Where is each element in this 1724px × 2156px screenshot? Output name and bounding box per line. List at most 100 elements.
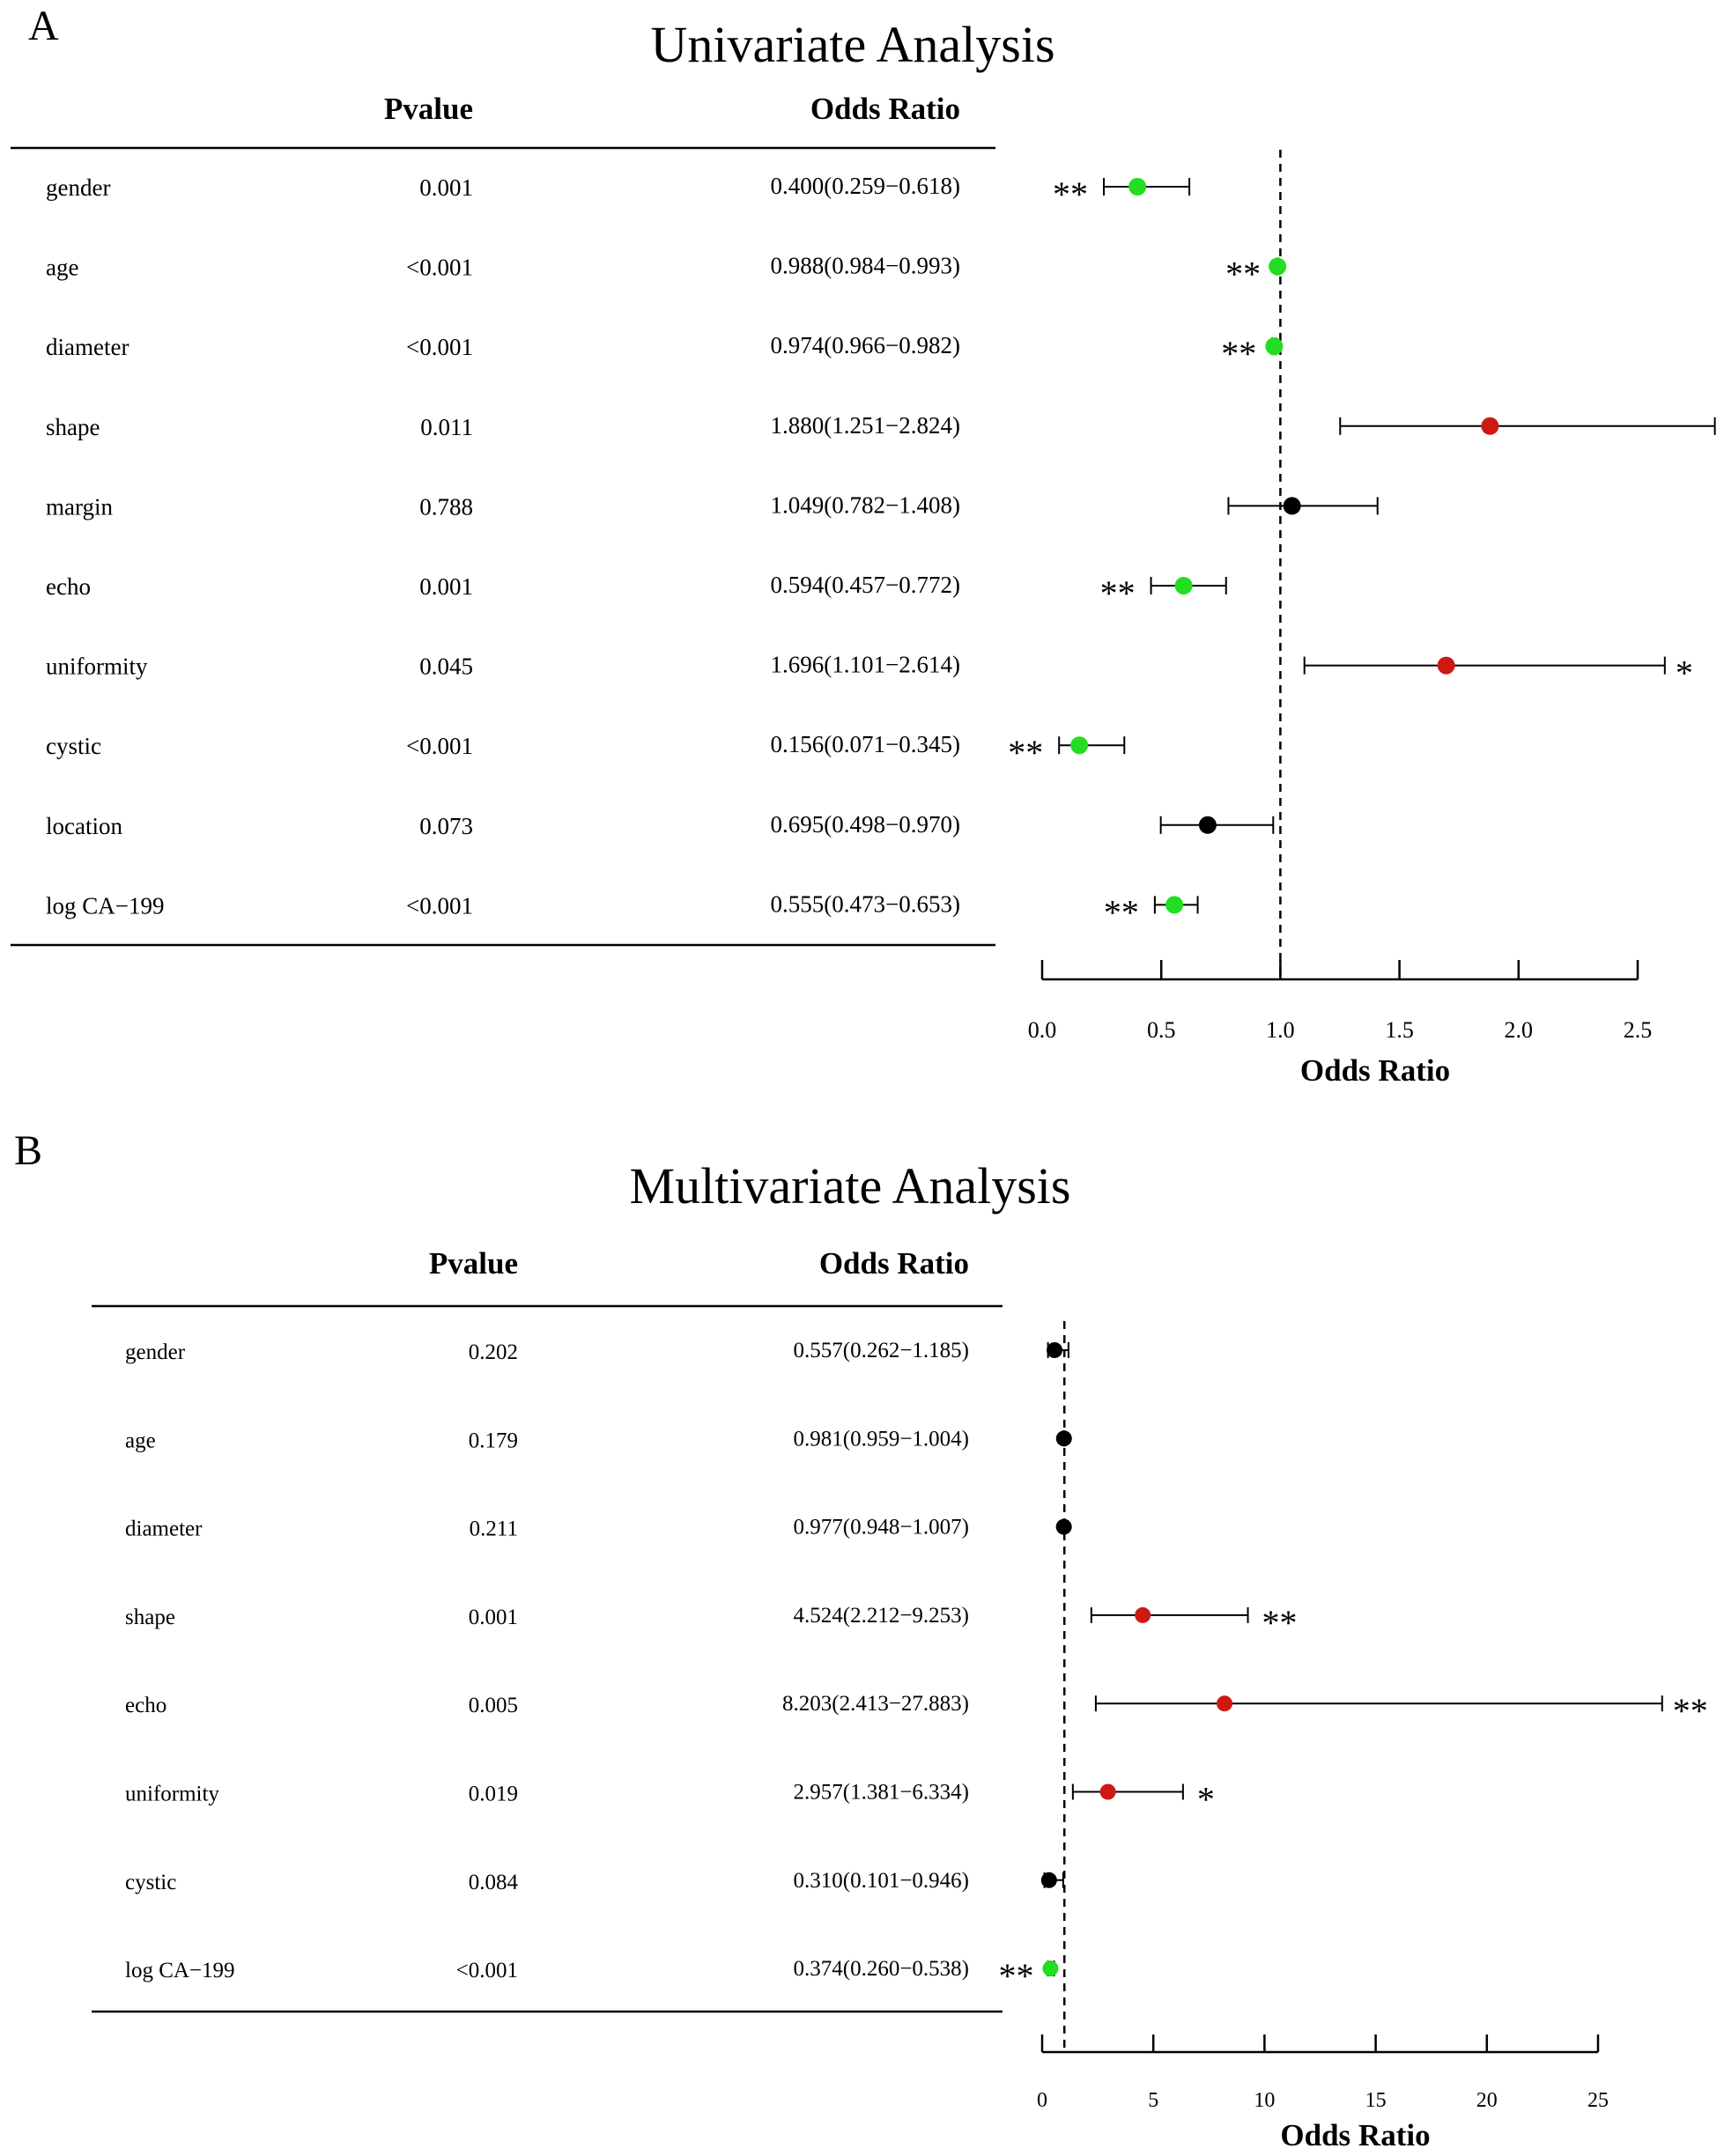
x-axis-title: Odds Ratio	[1280, 2118, 1430, 2152]
row-odds-ratio-text: 0.400(0.259−0.618)	[771, 173, 960, 199]
table-row: echo 0.005 8.203(2.413−27.883) **	[125, 1691, 1708, 1731]
row-label: shape	[125, 1606, 175, 1629]
panel-label: A	[28, 3, 59, 49]
chart-title: Multivariate Analysis	[630, 1157, 1071, 1215]
row-odds-ratio-text: 0.557(0.262−1.185)	[794, 1339, 970, 1362]
row-pvalue: <0.001	[406, 255, 473, 281]
column-header-odds-ratio: Odds Ratio	[810, 92, 960, 126]
row-pvalue: 0.045	[419, 653, 473, 680]
table-row: log CA−199 <0.001 0.555(0.473−0.653) **	[46, 890, 1199, 932]
x-axis-tick-label: 0.0	[1028, 1017, 1057, 1043]
table-row: location 0.073 0.695(0.498−0.970)	[46, 811, 1275, 839]
significance-stars: **	[1221, 334, 1256, 373]
row-pvalue: 0.001	[419, 174, 473, 201]
column-header-odds-ratio: Odds Ratio	[819, 1246, 969, 1281]
row-pvalue: 0.788	[419, 493, 473, 520]
significance-stars: **	[1104, 892, 1139, 932]
row-pvalue: 0.001	[469, 1606, 518, 1629]
point-estimate-dot	[1040, 1872, 1057, 1888]
column-header-pvalue: Pvalue	[429, 1246, 518, 1281]
point-estimate-dot	[1128, 178, 1147, 196]
significance-stars: *	[1676, 653, 1693, 693]
row-odds-ratio-text: 1.880(1.251−2.824)	[771, 412, 960, 439]
row-label: shape	[46, 414, 100, 440]
row-odds-ratio-text: 8.203(2.413−27.883)	[782, 1692, 969, 1716]
row-odds-ratio-text: 0.374(0.260−0.538)	[794, 1957, 970, 1981]
significance-stars: **	[1673, 1691, 1708, 1731]
row-pvalue: <0.001	[406, 892, 473, 919]
row-odds-ratio-text: 4.524(2.212−9.253)	[794, 1604, 970, 1628]
point-estimate-dot	[1481, 417, 1499, 435]
table-row: gender 0.202 0.557(0.262−1.185)	[125, 1339, 1069, 1364]
row-label: echo	[125, 1694, 166, 1717]
row-label: uniformity	[125, 1783, 219, 1806]
x-axis-tick-label: 0	[1037, 2089, 1047, 2112]
point-estimate-dot	[1135, 1606, 1151, 1623]
row-label: echo	[46, 573, 91, 600]
point-estimate-dot	[1437, 656, 1455, 675]
x-axis-tick-label: 5	[1148, 2089, 1158, 2112]
row-label: age	[125, 1429, 156, 1452]
row-odds-ratio-text: 0.695(0.498−0.970)	[771, 811, 960, 838]
x-axis-tick-label: 0.5	[1147, 1017, 1176, 1043]
significance-stars: **	[999, 1956, 1034, 1996]
row-odds-ratio-text: 2.957(1.381−6.334)	[794, 1781, 970, 1805]
row-pvalue: 0.202	[469, 1340, 518, 1364]
column-header-pvalue: Pvalue	[384, 92, 473, 126]
row-pvalue: 0.011	[420, 414, 473, 440]
table-row: margin 0.788 1.049(0.782−1.408)	[46, 491, 1379, 520]
row-label: age	[46, 255, 78, 281]
panel-label: B	[14, 1127, 42, 1174]
row-label: margin	[46, 493, 113, 520]
significance-stars: **	[1053, 174, 1088, 214]
row-pvalue: 0.019	[469, 1783, 518, 1806]
row-label: cystic	[125, 1871, 176, 1894]
point-estimate-dot	[1217, 1695, 1233, 1712]
row-label: log CA−199	[46, 892, 165, 919]
row-odds-ratio-text: 0.555(0.473−0.653)	[771, 890, 960, 917]
table-row: cystic <0.001 0.156(0.071−0.345) **	[46, 731, 1126, 772]
significance-stars: **	[1008, 733, 1043, 772]
x-axis-tick-label: 20	[1476, 2089, 1498, 2112]
point-estimate-dot	[1269, 257, 1287, 276]
significance-stars: *	[1197, 1780, 1215, 1820]
x-axis-tick-label: 1.0	[1266, 1017, 1295, 1043]
panel-b: B Multivariate Analysis Pvalue Odds Ratio ge…	[14, 1127, 1708, 2152]
row-label: gender	[46, 174, 110, 201]
row-pvalue: <0.001	[406, 733, 473, 759]
row-label: diameter	[46, 334, 129, 360]
table-row: uniformity 0.045 1.696(1.101−2.614) *	[46, 652, 1693, 693]
row-pvalue: 0.179	[469, 1429, 518, 1452]
x-axis-tick-label: 2.5	[1624, 1017, 1653, 1043]
point-estimate-dot	[1042, 1960, 1059, 1977]
point-estimate-dot	[1099, 1783, 1116, 1800]
row-odds-ratio-text: 0.310(0.101−0.946)	[794, 1869, 970, 1893]
row-label: gender	[125, 1340, 186, 1364]
table-row: log CA−199 <0.001 0.374(0.260−0.538) **	[125, 1956, 1059, 1996]
x-axis-title: Odds Ratio	[1300, 1053, 1450, 1088]
significance-stars: **	[1100, 573, 1136, 613]
row-odds-ratio-text: 0.594(0.457−0.772)	[771, 572, 960, 598]
point-estimate-dot	[1047, 1342, 1063, 1358]
row-label: location	[46, 813, 122, 839]
row-pvalue: 0.005	[469, 1694, 518, 1717]
point-estimate-dot	[1283, 497, 1301, 515]
row-pvalue: 0.073	[419, 813, 473, 839]
row-label: cystic	[46, 733, 101, 759]
table-row: echo 0.001 0.594(0.457−0.772) **	[46, 572, 1227, 613]
x-axis-tick-label: 15	[1365, 2089, 1387, 2112]
row-odds-ratio-text: 0.988(0.984−0.993)	[771, 253, 960, 279]
x-axis-tick-label: 10	[1254, 2089, 1275, 2112]
row-pvalue: <0.001	[406, 334, 473, 360]
significance-stars: **	[1225, 255, 1261, 294]
significance-stars: **	[1262, 1603, 1298, 1643]
point-estimate-dot	[1055, 1518, 1072, 1535]
table-row: age <0.001 0.988(0.984−0.993) **	[46, 253, 1287, 294]
table-row: cystic 0.084 0.310(0.101−0.946)	[125, 1869, 1064, 1894]
row-odds-ratio-text: 0.977(0.948−1.007)	[794, 1516, 970, 1539]
x-axis-tick-label: 2.0	[1505, 1017, 1534, 1043]
row-pvalue: 0.084	[469, 1871, 519, 1894]
row-odds-ratio-text: 0.974(0.966−0.982)	[771, 332, 960, 358]
